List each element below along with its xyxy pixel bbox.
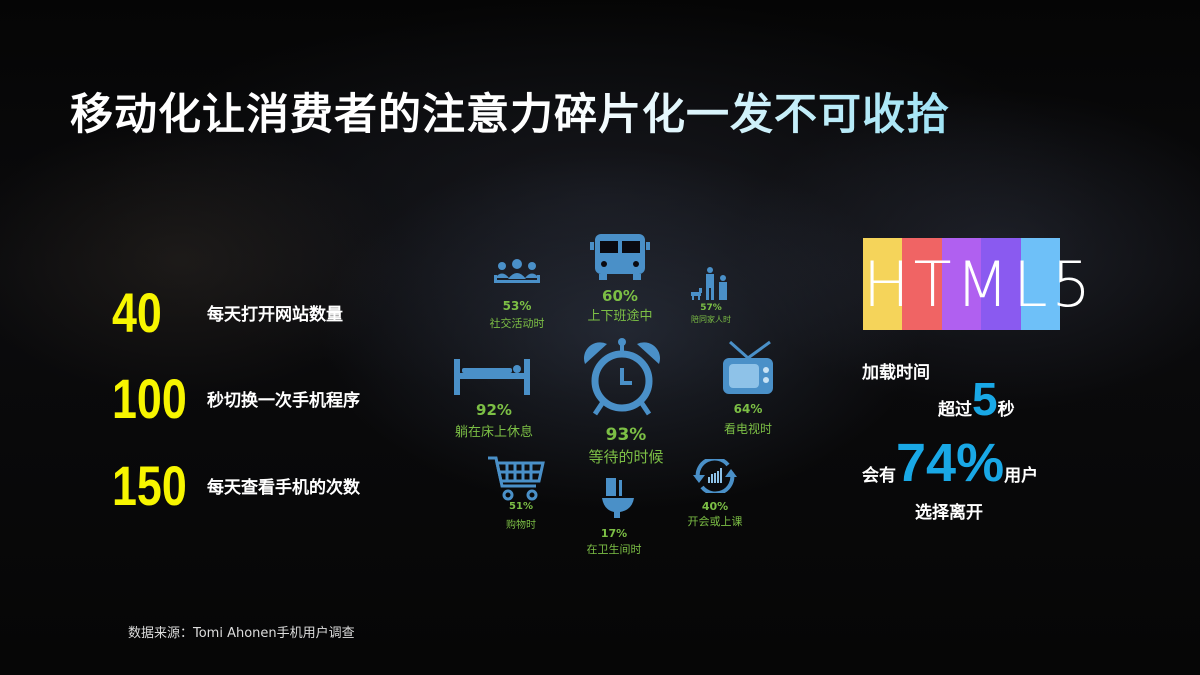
sync-chart-icon	[693, 459, 737, 493]
scenario-label: 躺在床上休息	[454, 425, 534, 440]
scenario-label: 等待的时候	[588, 448, 664, 466]
load-time-value: 超过5秒	[938, 372, 1015, 426]
bed-icon	[454, 359, 530, 395]
stat-number: 100	[112, 367, 187, 430]
html5-logo-text: HTML5	[863, 247, 1095, 321]
scenario-percent: 92%	[476, 401, 512, 419]
scenario-percent: 40%	[701, 500, 729, 513]
scenario-percent: 17%	[600, 527, 628, 540]
scenario-label: 在卫生间时	[586, 543, 642, 556]
scenario-label: 购物时	[506, 520, 536, 531]
stat-label: 每天查看手机的次数	[207, 478, 360, 498]
text: 用户	[1004, 466, 1039, 486]
shopping-cart-icon	[488, 456, 545, 501]
html5-logo	[863, 238, 1061, 330]
seconds-value: 5	[972, 373, 998, 425]
leave-label: 选择离开	[915, 503, 983, 523]
scenario-label: 上下班途中	[587, 309, 653, 324]
scenario-label: 看电视时	[723, 422, 773, 436]
text: 秒	[997, 400, 1015, 420]
leave-rate: 会有74%用户	[862, 432, 1038, 494]
text: 超过	[938, 400, 972, 420]
percent-value: 74%	[896, 433, 1005, 493]
scenario-percent: 57%	[700, 303, 722, 313]
stat-label: 每天打开网站数量	[207, 305, 343, 325]
stat-label: 秒切换一次手机程序	[207, 391, 360, 411]
scenario-label: 开会或上课	[687, 515, 743, 528]
stat-number: 150	[112, 454, 187, 517]
stat-number: 40	[112, 281, 162, 344]
scenario-percent: 93%	[605, 425, 647, 445]
alarm-clock-icon	[583, 338, 661, 416]
scenario-percent: 53%	[502, 299, 532, 313]
slide-title: 移动化让消费者的注意力碎片化一发不可收拾	[70, 80, 950, 142]
scenario-label: 陪同家人时	[691, 315, 731, 324]
family-icon	[691, 267, 727, 300]
load-time-label: 加载时间	[862, 363, 930, 383]
scenario-percent: 64%	[733, 402, 763, 416]
people-icon	[494, 259, 540, 283]
scenario-label: 社交活动时	[489, 317, 545, 330]
scenario-percent: 60%	[602, 287, 638, 305]
bus-icon	[590, 234, 650, 280]
scenario-percent: 51%	[509, 501, 533, 512]
text: 会有	[862, 466, 896, 486]
data-source: 数据来源：Tomi Ahonen手机用户调查	[128, 626, 355, 641]
tv-icon	[723, 340, 773, 394]
toilet-icon	[602, 478, 634, 518]
